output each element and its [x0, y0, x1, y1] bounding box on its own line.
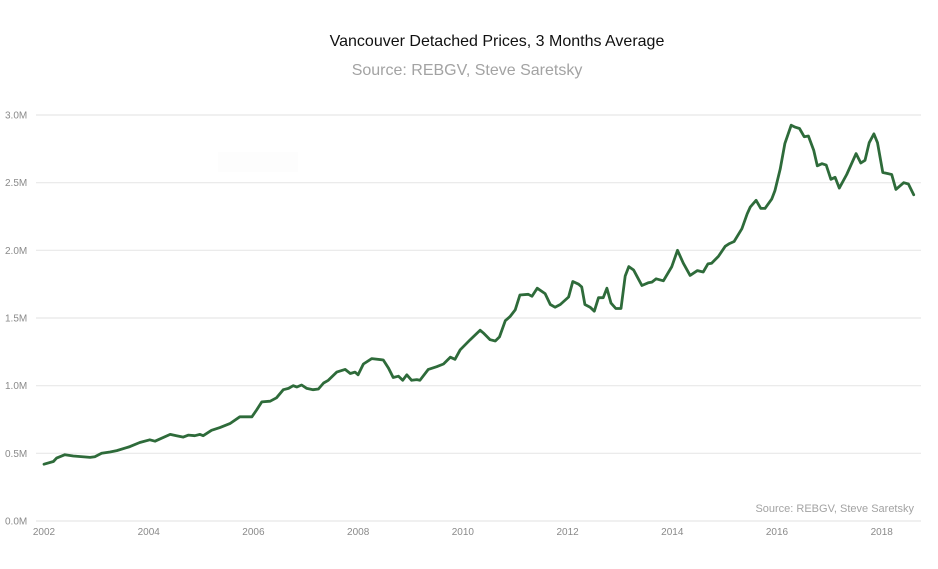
- y-tick-label: 0.5M: [5, 449, 27, 460]
- y-tick-label: 1.5M: [5, 314, 27, 325]
- x-tick-label: 2002: [33, 527, 56, 538]
- chart-title: Vancouver Detached Prices, 3 Months Aver…: [329, 33, 665, 50]
- series-line: [42, 123, 916, 466]
- x-tick-label: 2012: [556, 527, 579, 538]
- x-tick-label: 2010: [452, 527, 475, 538]
- y-tick-label: 3.0M: [5, 111, 27, 122]
- x-tick-label: 2016: [766, 527, 789, 538]
- y-tick-label: 0.0M: [5, 517, 27, 528]
- x-axis-ticks: 2002 2004 2006 2008 2010 2012 2014 2016 2018: [33, 527, 893, 538]
- y-tick-label: 2.0M: [5, 246, 27, 257]
- source-credit: Source: REBGV, Steve Saretsky: [755, 503, 914, 515]
- series-layer: [42, 123, 916, 466]
- chart-subtitle: Source: REBGV, Steve Saretsky: [351, 62, 583, 79]
- y-axis-ticks: 0.0M 0.5M 1.0M 1.5M 2.0M 2.5M 3.0M: [5, 111, 27, 528]
- y-tick-label: 2.5M: [5, 178, 27, 189]
- y-tick-label: 1.0M: [5, 381, 27, 392]
- x-tick-label: 2004: [138, 527, 161, 538]
- x-tick-label: 2018: [871, 527, 894, 538]
- gridlines: [36, 114, 921, 522]
- faint-background-box: [218, 152, 298, 172]
- x-tick-label: 2014: [661, 527, 684, 538]
- x-tick-label: 2008: [347, 527, 370, 538]
- x-tick-label: 2006: [242, 527, 265, 538]
